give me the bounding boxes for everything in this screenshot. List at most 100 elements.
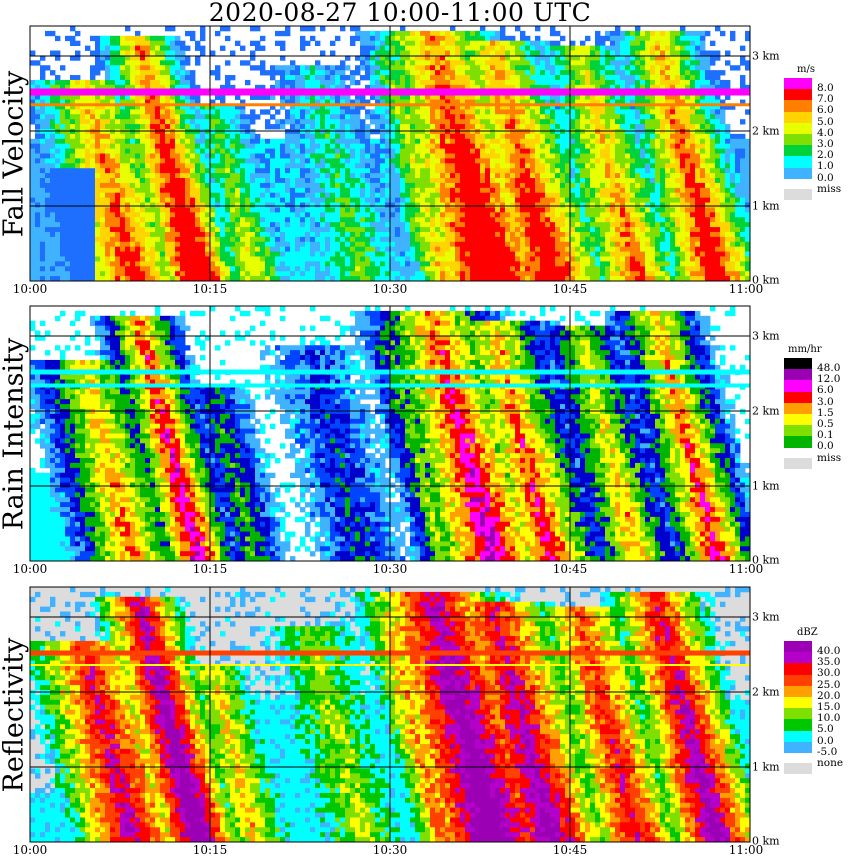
heatmap-cell <box>105 51 110 56</box>
heatmap-cell <box>515 207 520 212</box>
heatmap-cell <box>60 65 65 70</box>
heatmap-cell <box>540 109 545 114</box>
heatmap-cell <box>375 207 380 212</box>
heatmap-cell <box>265 119 270 124</box>
heatmap-cell <box>240 154 245 159</box>
heatmap-cell <box>195 60 200 65</box>
heatmap-cell <box>400 168 405 173</box>
heatmap-cell <box>460 193 465 198</box>
heatmap-cell <box>185 242 190 247</box>
heatmap-cell <box>125 217 130 222</box>
heatmap-cell <box>470 222 475 227</box>
heatmap-cell <box>145 266 150 271</box>
heatmap-cell <box>85 144 90 149</box>
heatmap-cell <box>240 247 245 252</box>
heatmap-cell <box>300 222 305 227</box>
heatmap-cell <box>35 163 40 168</box>
heatmap-cell <box>345 154 350 159</box>
heatmap-cell <box>560 173 565 178</box>
heatmap-cell <box>470 261 475 266</box>
heatmap-cell <box>125 266 130 271</box>
heatmap-cell <box>180 212 185 217</box>
heatmap-cell <box>375 183 380 188</box>
heatmap-cell <box>85 217 90 222</box>
heatmap-cell <box>405 31 410 36</box>
heatmap-cell <box>400 198 405 203</box>
heatmap-cell <box>440 119 445 124</box>
heatmap-cell <box>35 207 40 212</box>
heatmap-cell <box>350 188 355 193</box>
heatmap-cell <box>555 222 560 227</box>
heatmap-cell <box>390 46 395 51</box>
heatmap-cell <box>455 247 460 252</box>
heatmap-cell <box>510 124 515 129</box>
heatmap-cell <box>105 173 110 178</box>
heatmap-cell <box>395 168 400 173</box>
heatmap-cell <box>200 252 205 257</box>
heatmap-cell <box>330 217 335 222</box>
heatmap-cell <box>515 256 520 261</box>
heatmap-cell <box>40 222 45 227</box>
heatmap-cell <box>335 65 340 70</box>
heatmap-cell <box>190 203 195 208</box>
heatmap-cell <box>60 124 65 129</box>
heatmap-cell <box>80 198 85 203</box>
heatmap-cell <box>550 198 555 203</box>
heatmap-cell <box>540 242 545 247</box>
heatmap-cell <box>335 36 340 41</box>
heatmap-cell <box>300 203 305 208</box>
heatmap-cell <box>450 51 455 56</box>
heatmap-cell <box>280 149 285 154</box>
heatmap-cell <box>130 232 135 237</box>
heatmap-cell <box>485 31 490 36</box>
heatmap-cell <box>400 183 405 188</box>
heatmap-cell <box>470 168 475 173</box>
heatmap-cell <box>415 149 420 154</box>
heatmap-cell <box>450 31 455 36</box>
heatmap-cell <box>480 119 485 124</box>
heatmap-cell <box>455 183 460 188</box>
heatmap-cell <box>425 36 430 41</box>
heatmap-cell <box>185 237 190 242</box>
heatmap-cell <box>520 237 525 242</box>
heatmap-cell <box>65 256 70 261</box>
heatmap-cell <box>155 183 160 188</box>
heatmap-cell <box>470 80 475 85</box>
heatmap-cell <box>265 237 270 242</box>
heatmap-cell <box>550 26 555 31</box>
heatmap-cell <box>470 271 475 276</box>
heatmap-cell <box>130 158 135 163</box>
heatmap-cell <box>485 252 490 257</box>
heatmap-cell <box>100 139 105 144</box>
heatmap-cell <box>275 109 280 114</box>
heatmap-cell <box>490 70 495 75</box>
heatmap-cell <box>60 149 65 154</box>
heatmap-cell <box>290 70 295 75</box>
heatmap-cell <box>40 183 45 188</box>
heatmap-cell <box>440 168 445 173</box>
heatmap-cell <box>310 203 315 208</box>
heatmap-cell <box>330 149 335 154</box>
heatmap-cell <box>475 271 480 276</box>
heatmap-cell <box>70 80 75 85</box>
heatmap-cell <box>30 203 35 208</box>
heatmap-cell <box>215 198 220 203</box>
heatmap-cell <box>315 75 320 80</box>
heatmap-cell <box>440 188 445 193</box>
heatmap-cell <box>115 252 120 257</box>
heatmap-cell <box>310 109 315 114</box>
heatmap-cell <box>230 242 235 247</box>
heatmap-cell <box>295 75 300 80</box>
heatmap-cell <box>485 114 490 119</box>
heatmap-cell <box>135 134 140 139</box>
heatmap-cell <box>70 222 75 227</box>
heatmap-cell <box>225 207 230 212</box>
heatmap-cell <box>115 70 120 75</box>
heatmap-cell <box>130 178 135 183</box>
heatmap-cell <box>425 134 430 139</box>
heatmap-cell <box>540 65 545 70</box>
heatmap-cell <box>90 237 95 242</box>
heatmap-cell <box>170 193 175 198</box>
heatmap-cell <box>175 232 180 237</box>
heatmap-cell <box>200 36 205 41</box>
